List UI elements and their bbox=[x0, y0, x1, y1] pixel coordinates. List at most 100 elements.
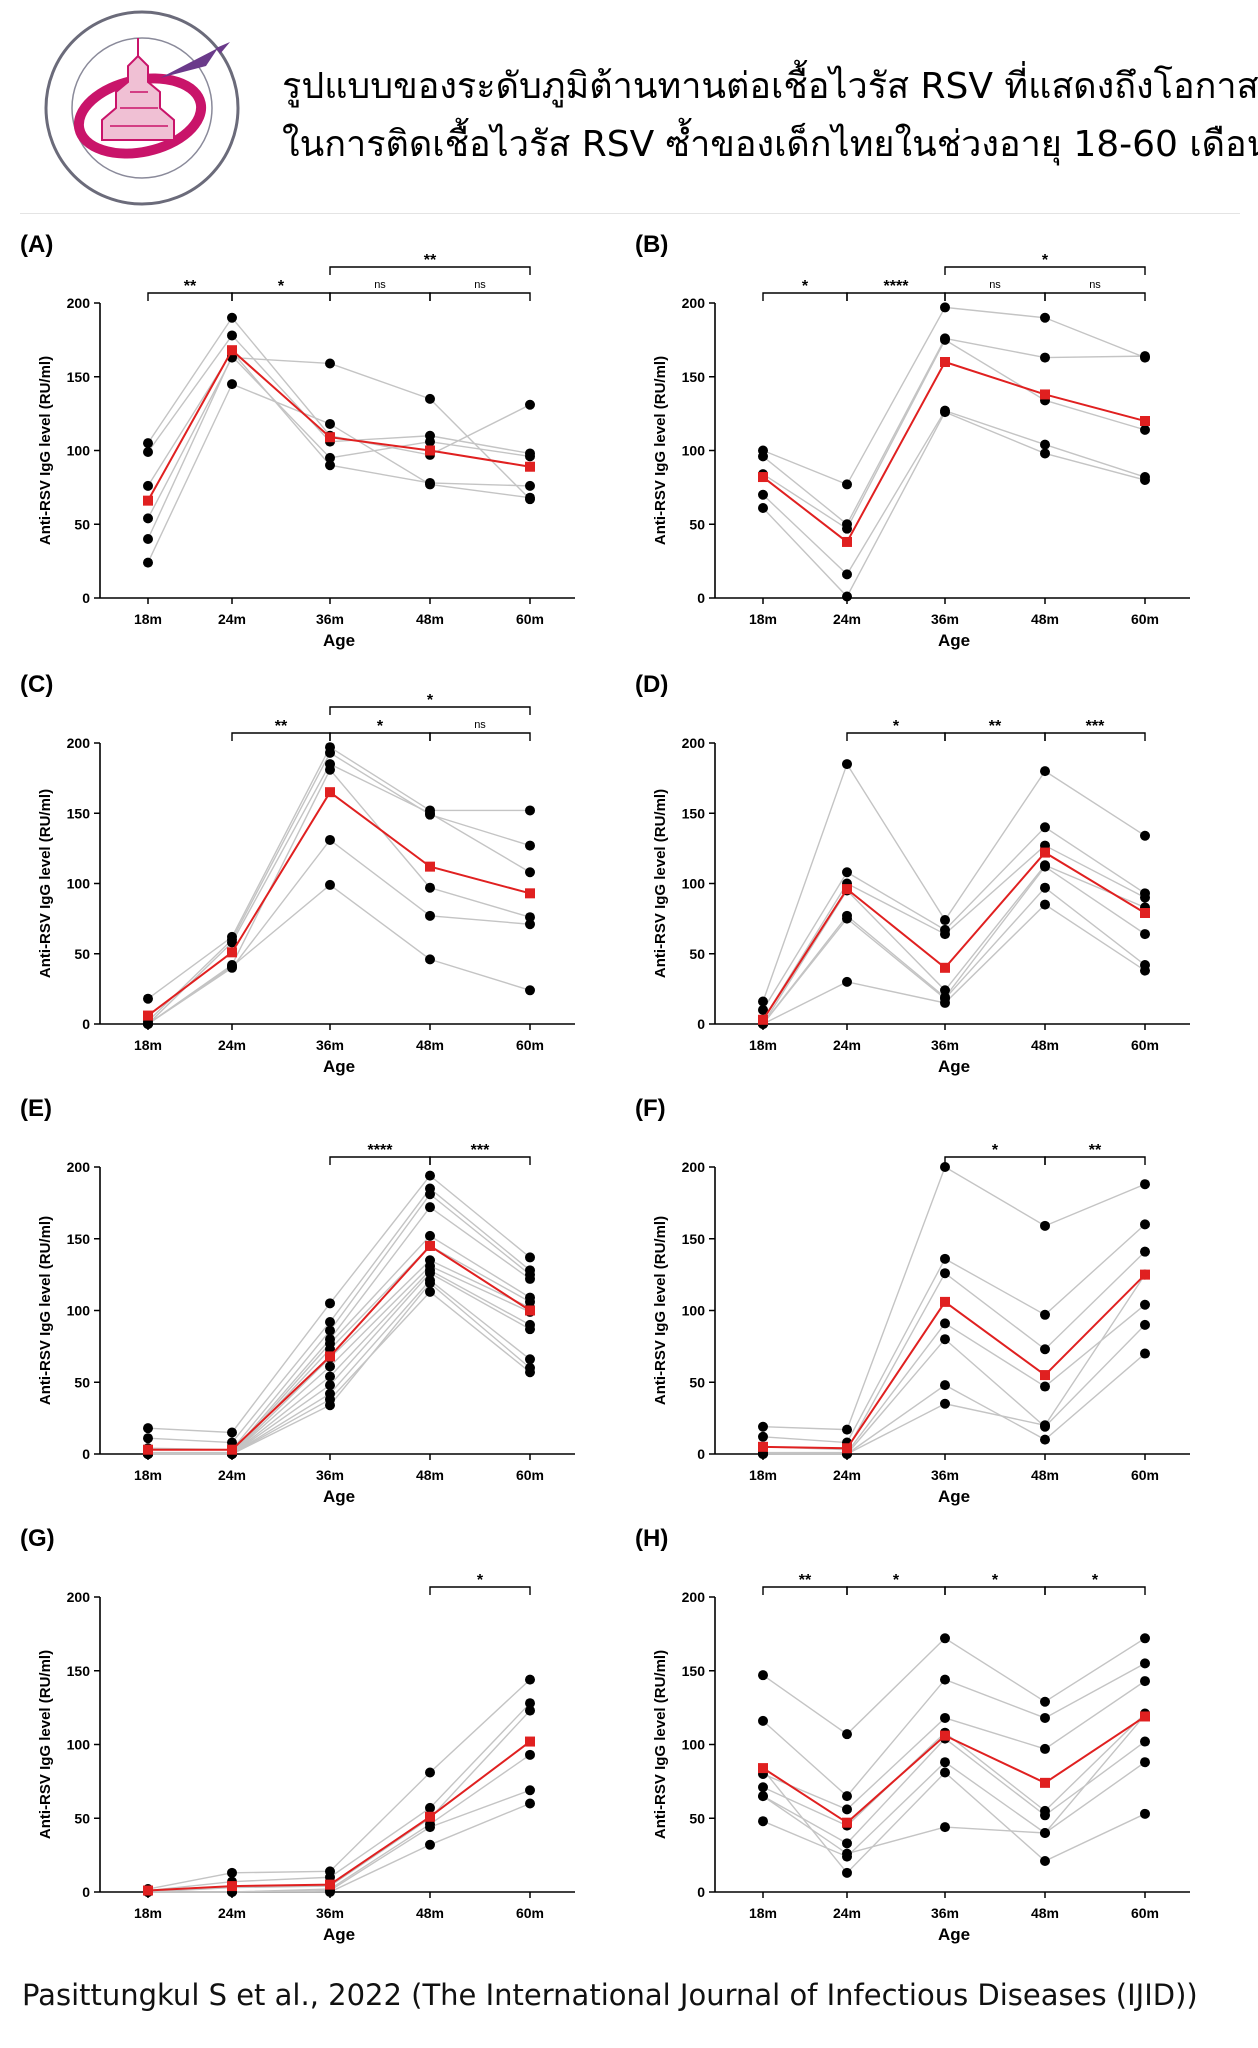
significance-bracket bbox=[944, 292, 1046, 301]
x-axis-title: Age bbox=[938, 1487, 970, 1506]
x-tick-label: 48m bbox=[1031, 1467, 1059, 1483]
chart-panel: (C) 0 50 100 150 200 18m 24m 36m 48m 60m Age Anti-RS… bbox=[20, 668, 620, 1094]
data-point bbox=[758, 996, 768, 1007]
data-point bbox=[325, 1394, 335, 1405]
mean-marker bbox=[1140, 1269, 1150, 1280]
significance-bracket bbox=[1044, 732, 1146, 741]
data-point bbox=[525, 399, 535, 410]
chart-panel: (H) 0 50 100 150 200 18m 24m 36m 48m 60m Age Anti-RS… bbox=[635, 1522, 1235, 1962]
data-point bbox=[1140, 1319, 1150, 1330]
significance-bracket bbox=[1044, 1586, 1146, 1595]
y-tick-label: 100 bbox=[67, 1737, 91, 1753]
data-point bbox=[1140, 1658, 1150, 1669]
x-axis-title: Age bbox=[938, 631, 970, 650]
x-tick-label: 48m bbox=[416, 1037, 444, 1053]
data-point bbox=[940, 997, 950, 1008]
data-point bbox=[525, 1705, 535, 1716]
mean-marker bbox=[525, 461, 535, 472]
mean-marker bbox=[143, 1885, 153, 1896]
panel-label: (F) bbox=[635, 1095, 666, 1122]
data-point bbox=[1040, 882, 1050, 893]
data-point bbox=[227, 937, 237, 948]
chart-svg: (F) 0 50 100 150 200 18m 24m 36m 48m 60m Age Anti-RS… bbox=[635, 1095, 1190, 1506]
chart-svg: (G) 0 50 100 150 200 18m 24m 36m 48m 60m Age Anti-RS… bbox=[20, 1525, 575, 1944]
mean-marker bbox=[227, 345, 237, 356]
significance-label: ** bbox=[989, 718, 1002, 735]
y-axis-title: Anti-RSV IgG level (RU/ml) bbox=[652, 356, 669, 545]
data-point bbox=[940, 915, 950, 926]
data-point bbox=[1140, 1219, 1150, 1230]
data-point bbox=[325, 452, 335, 463]
mean-marker bbox=[940, 962, 950, 973]
data-point bbox=[1040, 861, 1050, 872]
data-point bbox=[425, 910, 435, 921]
data-point bbox=[940, 1757, 950, 1768]
data-point bbox=[758, 1004, 768, 1015]
panel-label: (H) bbox=[635, 1525, 668, 1552]
data-point bbox=[842, 1838, 852, 1849]
y-tick-label: 150 bbox=[682, 805, 706, 821]
significance-label: * bbox=[893, 718, 900, 735]
significance-label: ** bbox=[1089, 1142, 1102, 1159]
data-point bbox=[525, 840, 535, 851]
x-tick-label: 60m bbox=[1131, 1467, 1159, 1483]
data-point bbox=[842, 976, 852, 987]
data-point bbox=[758, 1670, 768, 1681]
mean-marker bbox=[325, 1879, 335, 1890]
chart-panel: (A) 0 50 100 150 200 18m 24m 36m 48m 60m Age Anti-RS… bbox=[20, 228, 620, 668]
x-axis-title: Age bbox=[938, 1057, 970, 1076]
data-point bbox=[425, 479, 435, 490]
subject-line bbox=[762, 337, 1146, 526]
subject-line bbox=[147, 316, 531, 456]
significance-bracket bbox=[329, 706, 531, 715]
significance-label: * bbox=[992, 1572, 999, 1589]
mean-marker bbox=[325, 1351, 335, 1362]
x-axis-title: Age bbox=[323, 631, 355, 650]
data-point bbox=[758, 503, 768, 514]
y-tick-label: 100 bbox=[682, 876, 706, 892]
data-point bbox=[1040, 1309, 1050, 1320]
y-tick-label: 50 bbox=[74, 1810, 90, 1826]
mean-marker bbox=[227, 1881, 237, 1892]
subject-line bbox=[763, 1274, 1146, 1455]
mean-marker bbox=[1040, 847, 1050, 858]
data-point bbox=[940, 407, 950, 418]
data-point bbox=[1040, 1856, 1050, 1867]
x-tick-label: 18m bbox=[749, 1905, 777, 1921]
mean-marker bbox=[1040, 389, 1050, 400]
data-point bbox=[325, 460, 335, 471]
y-tick-label: 0 bbox=[82, 1884, 90, 1900]
title-line-2: ในการติดเชื้อไวรัส RSV ซ้ำของเด็กไทยในช่… bbox=[282, 124, 1258, 165]
data-point bbox=[842, 479, 852, 490]
y-tick-label: 50 bbox=[689, 1810, 705, 1826]
subject-line bbox=[762, 1713, 1146, 1827]
data-point bbox=[940, 1334, 950, 1345]
data-point bbox=[425, 393, 435, 404]
data-point bbox=[842, 523, 852, 534]
mean-marker bbox=[425, 861, 435, 872]
chart-svg: (H) 0 50 100 150 200 18m 24m 36m 48m 60m Age Anti-RS… bbox=[635, 1525, 1190, 1944]
x-tick-label: 18m bbox=[134, 1905, 162, 1921]
data-point bbox=[940, 1268, 950, 1279]
x-tick-label: 24m bbox=[218, 1037, 246, 1053]
mean-marker bbox=[227, 1444, 237, 1455]
data-point bbox=[1040, 822, 1050, 833]
data-point bbox=[325, 1325, 335, 1336]
y-axis-title: Anti-RSV IgG level (RU/ml) bbox=[37, 1650, 54, 1839]
panel-label: (G) bbox=[20, 1525, 55, 1552]
data-point bbox=[1140, 1808, 1150, 1819]
data-point bbox=[842, 1791, 852, 1802]
x-tick-label: 24m bbox=[833, 1905, 861, 1921]
data-point bbox=[940, 985, 950, 996]
y-tick-label: 0 bbox=[697, 1016, 705, 1032]
data-point bbox=[325, 418, 335, 429]
panel-label: (C) bbox=[20, 671, 53, 698]
significance-label: **** bbox=[368, 1142, 394, 1159]
x-tick-label: 48m bbox=[1031, 1037, 1059, 1053]
data-point bbox=[425, 1268, 435, 1279]
data-point bbox=[325, 1298, 335, 1309]
significance-label: ** bbox=[799, 1572, 812, 1589]
subject-line bbox=[147, 746, 530, 1000]
y-axis-title: Anti-RSV IgG level (RU/ml) bbox=[652, 789, 669, 978]
significance-label: * bbox=[992, 1142, 999, 1159]
